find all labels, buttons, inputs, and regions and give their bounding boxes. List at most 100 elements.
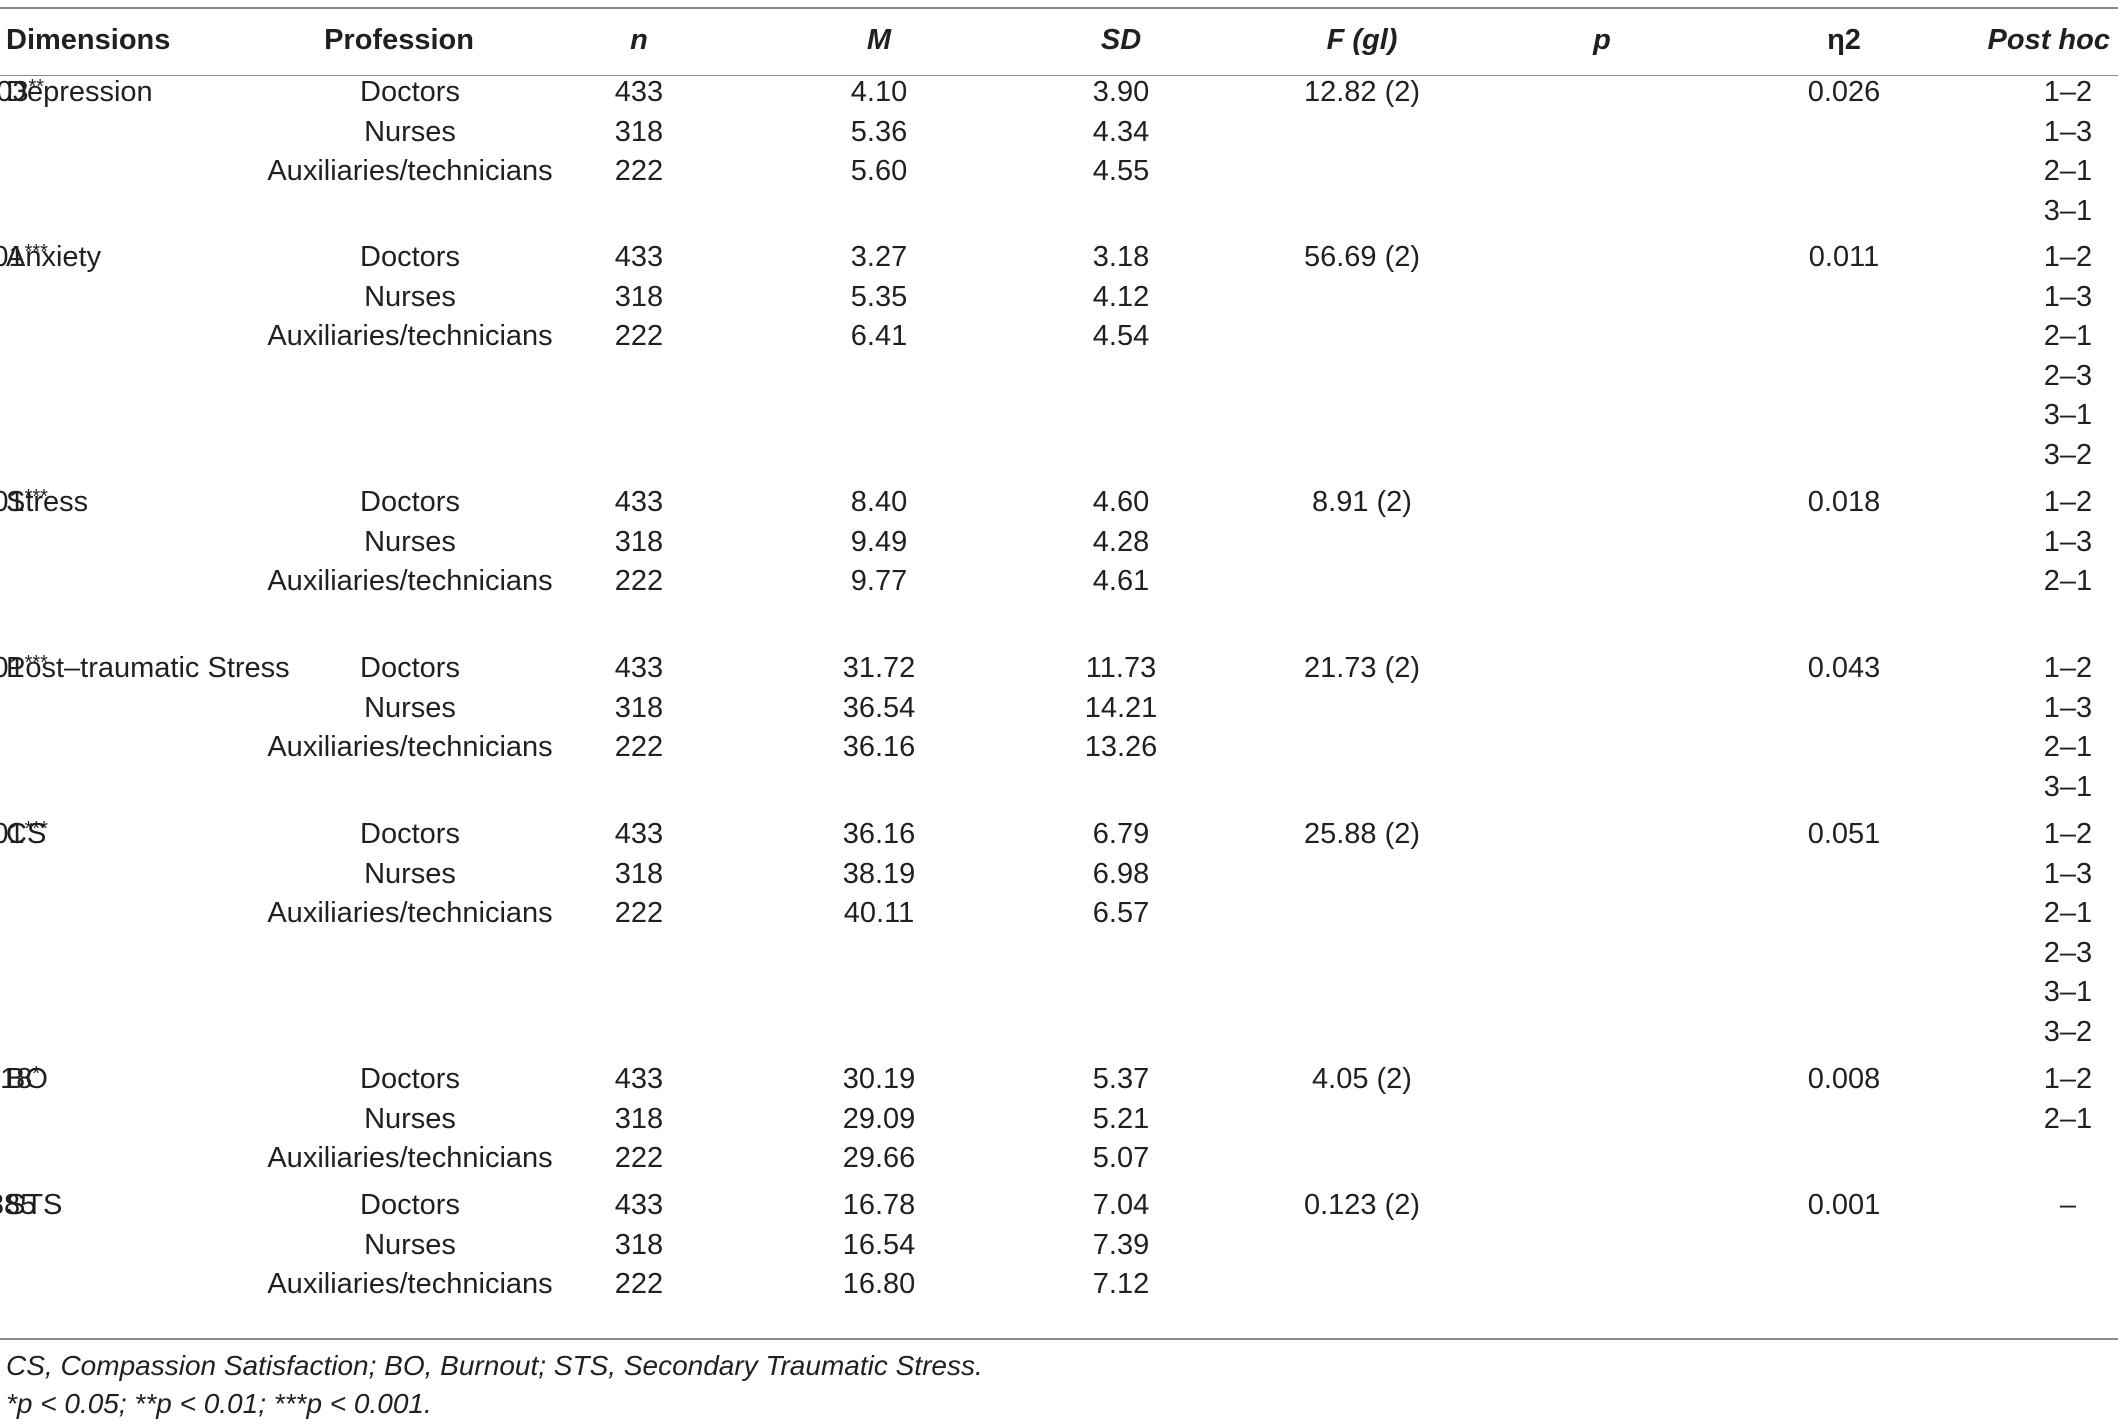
n-cell: 318: [614, 1228, 664, 1261]
profession-cell: Auxiliaries/technicians: [267, 731, 553, 764]
header-posthoc: Post hoc: [1987, 24, 2110, 56]
n-cell: 222: [614, 1268, 664, 1301]
significance-stars: *: [32, 1063, 41, 1085]
n-cell: 222: [614, 155, 664, 188]
profession-cell: Auxiliaries/technicians: [267, 897, 553, 930]
n-cell: 222: [614, 731, 664, 764]
sd-cell: 11.73: [1085, 652, 1157, 684]
posthoc-cell: 1–2: [2043, 486, 2093, 518]
n-cell: 433: [614, 241, 664, 273]
mean-cell: 5.35: [850, 280, 908, 313]
posthoc-cell: 1–3: [2043, 857, 2093, 890]
dimension-label: CS: [6, 818, 47, 850]
eta-squared-cell: 0.043: [1807, 652, 1881, 684]
sd-cell: 13.26: [1084, 731, 1158, 764]
table-bottom-rule: [0, 1338, 2118, 1340]
n-cell: 318: [614, 280, 664, 313]
mean-cell: 3.27: [850, 241, 908, 273]
mean-cell: 4.10: [850, 76, 908, 108]
mean-cell: 5.36: [850, 115, 908, 148]
sd-cell: 4.61: [1092, 565, 1150, 598]
posthoc-cell: 2–1: [2043, 897, 2093, 930]
posthoc-cell: 3–1: [2043, 976, 2093, 1009]
n-cell: 318: [614, 525, 664, 558]
posthoc-cell: 1–2: [2043, 76, 2093, 108]
sd-cell: 7.39: [1092, 1228, 1150, 1261]
mean-cell: 16.54: [842, 1228, 916, 1261]
posthoc-cell: 3–1: [2043, 770, 2093, 803]
profession-cell: Doctors: [360, 241, 460, 273]
posthoc-cell: 3–1: [2043, 194, 2093, 227]
eta-squared-cell: 0.051: [1807, 818, 1881, 850]
posthoc-cell: 1–2: [2043, 241, 2093, 273]
sd-cell: 14.21: [1084, 691, 1158, 724]
profession-cell: Auxiliaries/technicians: [267, 1142, 553, 1175]
sd-cell: 4.60: [1092, 486, 1150, 518]
sd-cell: 4.28: [1092, 525, 1150, 558]
p-value-cell: 0.003**: [0, 72, 44, 112]
posthoc-cell: 2–3: [2043, 936, 2093, 969]
f-value-cell: 0.123 (2): [1303, 1189, 1421, 1221]
mean-cell: 8.40: [850, 486, 908, 518]
sd-cell: 4.54: [1092, 320, 1150, 353]
posthoc-cell: –: [2059, 1189, 2077, 1221]
header-n: n: [630, 24, 648, 56]
f-value-cell: 56.69 (2): [1303, 241, 1421, 273]
header-m: M: [866, 24, 892, 56]
n-cell: 433: [614, 486, 664, 518]
profession-cell: Nurses: [364, 1228, 456, 1261]
dimension-label: Anxiety: [6, 241, 102, 273]
n-cell: 433: [614, 818, 664, 850]
profession-cell: Doctors: [360, 1063, 460, 1095]
header-sd: SD: [1100, 24, 1142, 56]
p-value-cell: 0.001***: [0, 482, 48, 522]
footnote-significance: *p < 0.05; **p < 0.01; ***p < 0.001.: [6, 1388, 432, 1419]
profession-cell: Auxiliaries/technicians: [267, 1268, 553, 1301]
posthoc-cell: 2–1: [2043, 320, 2093, 353]
significance-stars: ***: [24, 652, 48, 674]
n-cell: 222: [614, 897, 664, 930]
significance-stars: ***: [24, 241, 48, 263]
p-value-cell: 0.018*: [0, 1059, 40, 1099]
sd-cell: 6.57: [1092, 897, 1150, 930]
mean-cell: 29.09: [842, 1102, 916, 1135]
n-cell: 222: [614, 320, 664, 353]
f-value-cell: 25.88 (2): [1303, 818, 1421, 850]
f-value-cell: 12.82 (2): [1303, 76, 1421, 108]
n-cell: 318: [614, 1102, 664, 1135]
profession-cell: Doctors: [360, 818, 460, 850]
mean-cell: 38.19: [842, 857, 916, 890]
header-profession: Profession: [324, 24, 474, 56]
profession-cell: Auxiliaries/technicians: [267, 155, 553, 188]
mean-cell: 30.19: [842, 1063, 916, 1095]
significance-stars: ***: [24, 818, 48, 840]
eta-squared-cell: 0.018: [1807, 486, 1881, 518]
p-value: 0.001: [0, 652, 25, 684]
sd-cell: 4.55: [1092, 155, 1150, 188]
significance-stars: **: [28, 76, 45, 98]
mean-cell: 16.78: [842, 1189, 916, 1221]
posthoc-cell: 1–3: [2043, 525, 2093, 558]
n-cell: 222: [614, 1142, 664, 1175]
posthoc-cell: 3–1: [2043, 399, 2093, 432]
posthoc-cell: 1–2: [2043, 818, 2093, 850]
profession-cell: Auxiliaries/technicians: [267, 565, 553, 598]
sd-cell: 6.98: [1092, 857, 1150, 890]
eta-squared-cell: 0.011: [1808, 241, 1880, 273]
p-value: 0.018: [0, 1063, 33, 1095]
dimension-label: Stress: [6, 486, 89, 518]
mean-cell: 29.66: [842, 1142, 916, 1175]
posthoc-cell: 2–3: [2043, 359, 2093, 392]
mean-cell: 9.77: [850, 565, 908, 598]
f-value-cell: 8.91 (2): [1312, 486, 1412, 518]
header-f: F (gl): [1326, 24, 1398, 56]
posthoc-cell: 2–1: [2043, 1102, 2093, 1135]
profession-cell: Nurses: [364, 857, 456, 890]
posthoc-cell: 3–2: [2043, 439, 2093, 471]
profession-cell: Auxiliaries/technicians: [267, 320, 553, 353]
profession-cell: Doctors: [360, 652, 460, 684]
header-p: p: [1593, 24, 1611, 56]
p-value: 0.885: [0, 1189, 37, 1221]
n-cell: 433: [614, 652, 664, 684]
eta-squared-cell: 0.001: [1807, 1189, 1881, 1221]
